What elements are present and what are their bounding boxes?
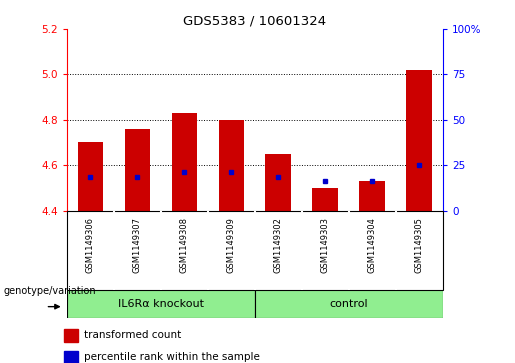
Bar: [64, 329, 78, 343]
Text: GSM1149304: GSM1149304: [368, 217, 377, 273]
Bar: [64, 351, 78, 363]
Bar: [78, 143, 104, 211]
Text: control: control: [330, 299, 368, 309]
Text: genotype/variation: genotype/variation: [3, 286, 96, 296]
Bar: [255, 290, 443, 318]
Bar: [313, 188, 338, 211]
Text: GSM1149305: GSM1149305: [415, 217, 424, 273]
Text: GSM1149306: GSM1149306: [86, 217, 95, 273]
Bar: [67, 290, 255, 318]
Bar: [266, 154, 291, 211]
Text: GSM1149302: GSM1149302: [274, 217, 283, 273]
Text: percentile rank within the sample: percentile rank within the sample: [83, 352, 260, 362]
Bar: [406, 70, 432, 211]
Text: GSM1149309: GSM1149309: [227, 217, 236, 273]
Bar: [218, 120, 244, 211]
Bar: [125, 129, 150, 211]
Text: IL6Rα knockout: IL6Rα knockout: [118, 299, 204, 309]
Bar: [171, 113, 197, 211]
Bar: [359, 181, 385, 211]
Text: transformed count: transformed count: [83, 330, 181, 340]
Text: GSM1149308: GSM1149308: [180, 217, 189, 273]
Text: GSM1149303: GSM1149303: [321, 217, 330, 273]
Title: GDS5383 / 10601324: GDS5383 / 10601324: [183, 15, 327, 28]
Text: GSM1149307: GSM1149307: [133, 217, 142, 273]
